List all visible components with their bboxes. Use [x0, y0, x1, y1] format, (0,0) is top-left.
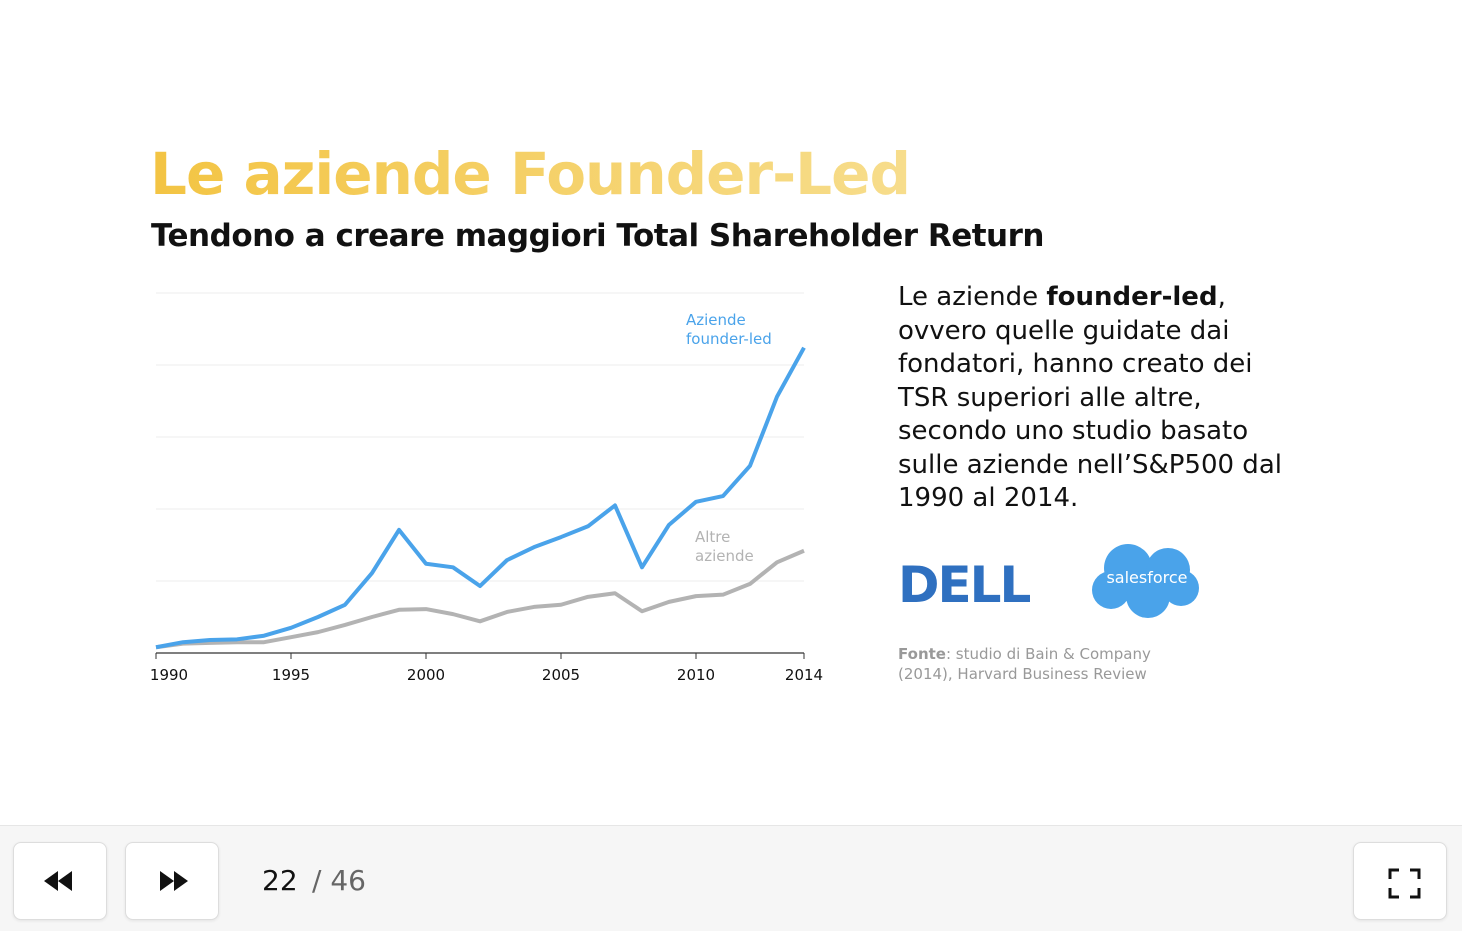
fullscreen-button[interactable] — [1353, 842, 1447, 920]
x-tick-label: 2000 — [407, 666, 445, 684]
current-page: 22 — [262, 864, 298, 897]
salesforce-cloud — [1092, 544, 1199, 618]
salesforce-logo: salesforce — [1106, 568, 1187, 587]
text: Le aziende — [898, 282, 1047, 312]
series-label: Altre aziende — [695, 528, 754, 565]
body-text: Le aziende founder-led, ovvero quelle gu… — [898, 281, 1298, 516]
x-tick-label: 1990 — [150, 666, 188, 684]
logos: DELL salesforce — [898, 544, 1199, 618]
prev-button[interactable] — [13, 842, 107, 920]
series-label: Aziende founder-led — [686, 311, 772, 348]
page-total: / 46 — [312, 864, 366, 897]
series-line — [155, 346, 806, 650]
text: , ovvero quelle guidate dai fondatori, h… — [898, 282, 1282, 513]
chart: 1990 1995 2000 2005 2010 2014 — [150, 292, 823, 684]
control-bar — [0, 825, 1462, 931]
x-tick-label: 2014 — [785, 666, 823, 684]
source-text: : studio di Bain & Company (2014), Harva… — [898, 645, 1151, 683]
slide-subtitle: Tendono a creare maggiori Total Sharehol… — [151, 218, 1044, 254]
x-tick-label: 2010 — [677, 666, 715, 684]
dell-logo: DELL — [898, 556, 1031, 614]
series-line — [155, 548, 805, 650]
x-tick-label: 1995 — [272, 666, 310, 684]
next-button[interactable] — [125, 842, 219, 920]
slide-title: Le aziende Founder-Led — [150, 140, 911, 208]
x-tick-label: 2005 — [542, 666, 580, 684]
source: Fonte: studio di Bain & Company (2014), … — [898, 644, 1198, 684]
bold-text: founder-led — [1046, 282, 1218, 312]
source-label: Fonte — [898, 645, 946, 663]
